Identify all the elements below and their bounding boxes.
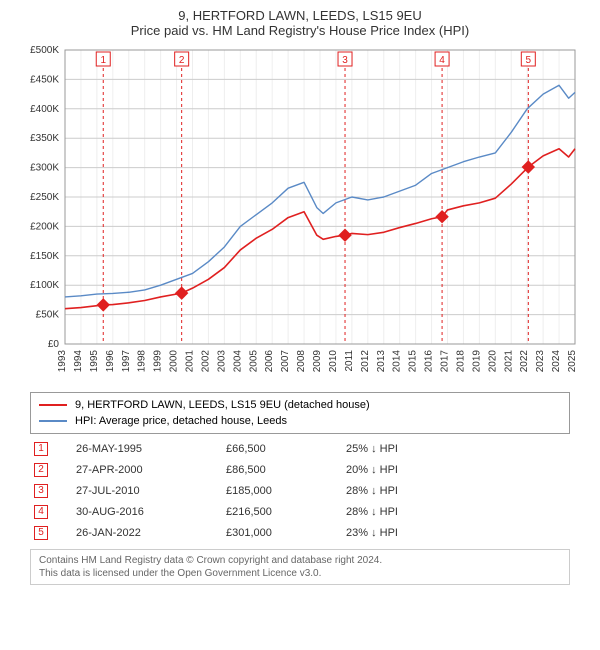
tx-marker: 3 [34, 484, 48, 498]
svg-text:1997: 1997 [121, 350, 132, 373]
svg-text:£350K: £350K [30, 133, 59, 144]
svg-text:2007: 2007 [280, 350, 291, 373]
svg-text:2025: 2025 [567, 350, 578, 373]
tx-marker: 4 [34, 505, 48, 519]
tx-pct: 25% ↓ HPI [346, 443, 466, 455]
svg-text:£300K: £300K [30, 163, 59, 174]
svg-text:2013: 2013 [376, 350, 387, 373]
svg-text:2017: 2017 [440, 350, 451, 373]
legend-label: HPI: Average price, detached house, Leed… [75, 415, 287, 427]
legend: 9, HERTFORD LAWN, LEEDS, LS15 9EU (detac… [30, 392, 570, 434]
footnote-line: Contains HM Land Registry data © Crown c… [39, 554, 561, 567]
svg-text:2009: 2009 [312, 350, 323, 373]
svg-text:3: 3 [342, 55, 348, 66]
svg-text:2022: 2022 [519, 350, 530, 373]
svg-text:4: 4 [439, 55, 445, 66]
price-chart: £0 £50K £100K £150K £200K £250K £300K £350K £400… [15, 44, 585, 386]
svg-text:2019: 2019 [471, 350, 482, 373]
footnote-line: This data is licensed under the Open Gov… [39, 567, 561, 580]
footnote: Contains HM Land Registry data © Crown c… [30, 549, 570, 585]
svg-text:2024: 2024 [551, 350, 562, 373]
tx-pct: 28% ↓ HPI [346, 506, 466, 518]
svg-text:2018: 2018 [455, 350, 466, 373]
tx-price: £185,000 [226, 485, 346, 497]
svg-text:1999: 1999 [153, 350, 164, 373]
svg-text:£450K: £450K [30, 74, 59, 85]
tx-date: 30-AUG-2016 [76, 506, 226, 518]
legend-item: HPI: Average price, detached house, Leed… [39, 413, 561, 429]
svg-text:2006: 2006 [264, 350, 275, 373]
table-row: 3 27-JUL-2010£185,00028% ↓ HPI [30, 480, 570, 501]
svg-text:2003: 2003 [216, 350, 227, 373]
svg-text:1: 1 [100, 55, 106, 66]
svg-text:1994: 1994 [73, 350, 84, 373]
tx-price: £66,500 [226, 443, 346, 455]
svg-text:1995: 1995 [89, 350, 100, 373]
tx-date: 27-APR-2000 [76, 464, 226, 476]
svg-text:2: 2 [179, 55, 185, 66]
svg-text:1996: 1996 [105, 350, 116, 373]
table-row: 1 26-MAY-1995£66,50025% ↓ HPI [30, 438, 570, 459]
table-row: 5 26-JAN-2022£301,00023% ↓ HPI [30, 522, 570, 543]
tx-marker: 5 [34, 526, 48, 540]
svg-text:2020: 2020 [487, 350, 498, 373]
legend-item: 9, HERTFORD LAWN, LEEDS, LS15 9EU (detac… [39, 397, 561, 413]
svg-text:2012: 2012 [360, 350, 371, 373]
svg-text:£150K: £150K [30, 251, 59, 262]
svg-text:2011: 2011 [344, 350, 355, 372]
chart-title-line2: Price paid vs. HM Land Registry's House … [10, 23, 590, 38]
svg-text:5: 5 [526, 55, 532, 66]
svg-text:2004: 2004 [232, 350, 243, 373]
svg-text:2023: 2023 [535, 350, 546, 373]
tx-pct: 28% ↓ HPI [346, 485, 466, 497]
svg-text:£250K: £250K [30, 192, 59, 203]
tx-date: 26-MAY-1995 [76, 443, 226, 455]
svg-text:1993: 1993 [57, 350, 68, 373]
svg-text:£0: £0 [48, 339, 60, 350]
table-row: 2 27-APR-2000£86,50020% ↓ HPI [30, 459, 570, 480]
tx-price: £86,500 [226, 464, 346, 476]
legend-swatch [39, 420, 67, 422]
legend-label: 9, HERTFORD LAWN, LEEDS, LS15 9EU (detac… [75, 399, 370, 411]
svg-text:2021: 2021 [503, 350, 514, 373]
svg-text:£50K: £50K [36, 310, 60, 321]
transactions-table: 1 26-MAY-1995£66,50025% ↓ HPI 2 27-APR-2000… [30, 438, 570, 543]
svg-text:£500K: £500K [30, 45, 59, 56]
svg-text:2002: 2002 [200, 350, 211, 373]
svg-text:2008: 2008 [296, 350, 307, 373]
svg-text:2010: 2010 [328, 350, 339, 373]
tx-pct: 23% ↓ HPI [346, 527, 466, 539]
tx-pct: 20% ↓ HPI [346, 464, 466, 476]
svg-text:£400K: £400K [30, 104, 59, 115]
tx-date: 27-JUL-2010 [76, 485, 226, 497]
svg-text:2016: 2016 [424, 350, 435, 373]
tx-price: £216,500 [226, 506, 346, 518]
chart-title-line1: 9, HERTFORD LAWN, LEEDS, LS15 9EU [10, 8, 590, 23]
svg-text:2001: 2001 [185, 350, 196, 373]
svg-text:2005: 2005 [248, 350, 259, 373]
svg-text:£100K: £100K [30, 280, 59, 291]
table-row: 4 30-AUG-2016£216,50028% ↓ HPI [30, 501, 570, 522]
tx-marker: 2 [34, 463, 48, 477]
svg-text:2000: 2000 [169, 350, 180, 373]
svg-text:2014: 2014 [392, 350, 403, 373]
svg-text:£200K: £200K [30, 221, 59, 232]
legend-swatch [39, 404, 67, 406]
tx-price: £301,000 [226, 527, 346, 539]
tx-marker: 1 [34, 442, 48, 456]
tx-date: 26-JAN-2022 [76, 527, 226, 539]
svg-text:1998: 1998 [137, 350, 148, 373]
svg-text:2015: 2015 [408, 350, 419, 373]
